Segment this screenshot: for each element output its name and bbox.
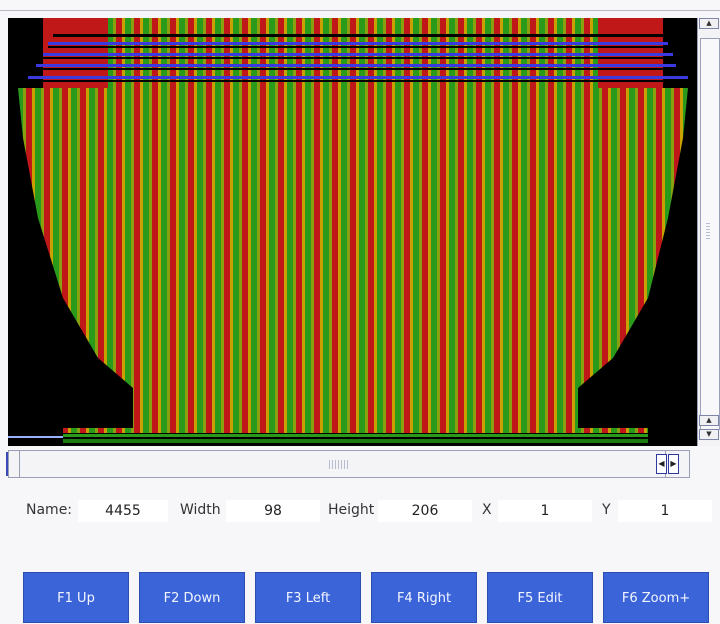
- scroll-grip-icon: [706, 223, 710, 241]
- scroll-left-arrow-icon[interactable]: ◀: [656, 454, 667, 474]
- f6-zoom-in-button[interactable]: F6 Zoom+: [603, 572, 709, 623]
- f3-left-button[interactable]: F3 Left: [255, 572, 361, 623]
- scroll-right-arrow-icon[interactable]: ▶: [668, 454, 679, 474]
- height-field[interactable]: 206: [378, 500, 472, 522]
- top-divider: [0, 10, 720, 11]
- width-field[interactable]: 98: [226, 500, 320, 522]
- f1-up-button[interactable]: F1 Up: [23, 572, 129, 623]
- width-label: Width: [180, 502, 221, 518]
- name-field[interactable]: 4455: [78, 500, 168, 522]
- striped-image: [8, 18, 688, 443]
- f5-edit-button[interactable]: F5 Edit: [487, 572, 593, 623]
- height-label: Height: [328, 502, 375, 518]
- image-preview-canvas[interactable]: [8, 18, 697, 446]
- y-field[interactable]: 1: [618, 500, 712, 522]
- horizontal-scrollbar[interactable]: [8, 450, 690, 478]
- vertical-scrollbar[interactable]: [697, 18, 720, 446]
- vertical-scroll-thumb[interactable]: [700, 38, 720, 430]
- scroll-up-arrow-icon[interactable]: ▲: [699, 415, 719, 426]
- scroll-down-arrow-icon[interactable]: ▼: [699, 429, 719, 440]
- f2-down-button[interactable]: F2 Down: [139, 572, 245, 623]
- x-field[interactable]: 1: [498, 500, 592, 522]
- y-label: Y: [602, 502, 611, 518]
- scroll-grip-icon: [329, 460, 349, 469]
- name-label: Name:: [26, 502, 73, 518]
- scroll-up-arrow-icon[interactable]: ▲: [699, 18, 719, 29]
- f4-right-button[interactable]: F4 Right: [371, 572, 477, 623]
- x-label: X: [482, 502, 492, 518]
